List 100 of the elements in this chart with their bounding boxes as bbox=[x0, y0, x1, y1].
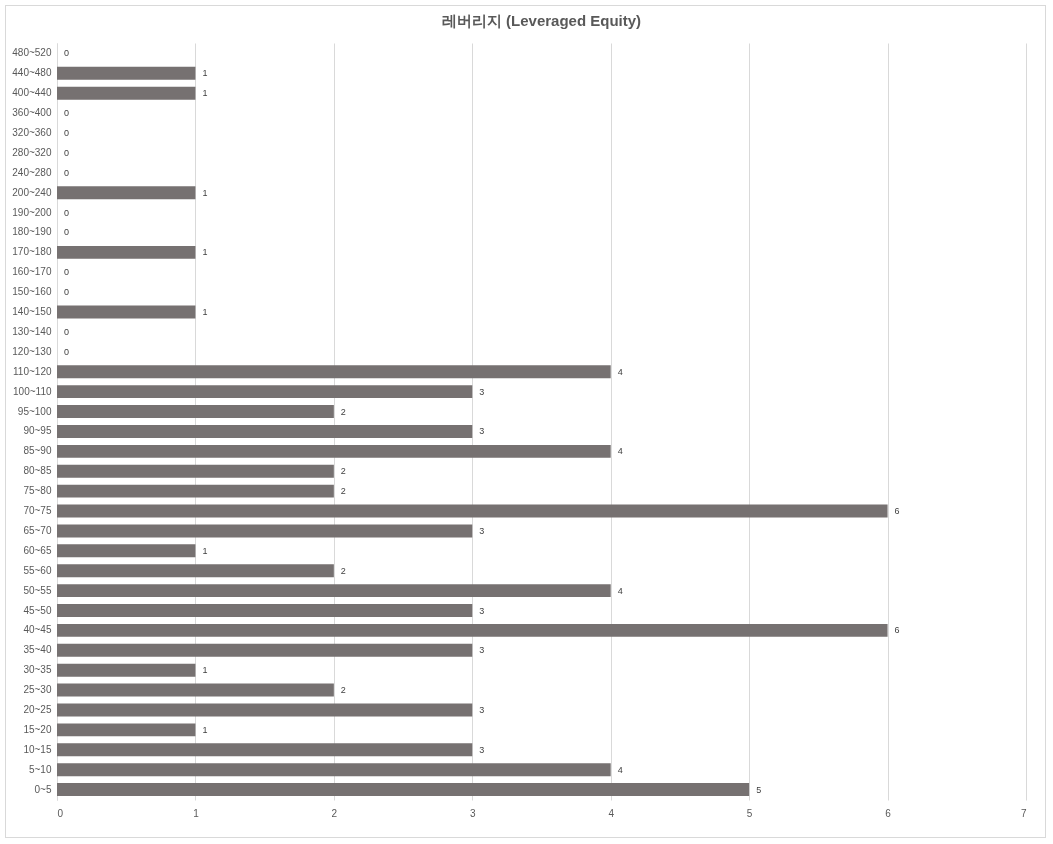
data-label: 6 bbox=[894, 506, 900, 517]
y-tick-label: 55~60 bbox=[23, 564, 52, 576]
x-tick-label: 6 bbox=[885, 807, 892, 819]
y-tick-label: 75~80 bbox=[23, 485, 52, 497]
data-label: 1 bbox=[202, 88, 208, 99]
data-label: 0 bbox=[64, 147, 70, 158]
bar bbox=[57, 524, 473, 538]
y-tick-label: 5~10 bbox=[28, 763, 52, 775]
x-tick-label: 1 bbox=[193, 807, 200, 819]
data-label: 2 bbox=[340, 406, 346, 417]
y-tick-label: 150~160 bbox=[12, 286, 52, 298]
bar bbox=[57, 584, 611, 598]
data-label: 3 bbox=[479, 605, 485, 616]
y-tick-label: 140~150 bbox=[12, 306, 52, 318]
y-tick-label: 320~360 bbox=[12, 127, 52, 139]
data-label: 0 bbox=[64, 48, 70, 59]
data-label: 0 bbox=[64, 167, 70, 178]
y-tick-label: 60~65 bbox=[23, 544, 52, 556]
data-label: 4 bbox=[617, 366, 623, 377]
y-tick-label: 110~120 bbox=[13, 365, 52, 377]
y-tick-label: 130~140 bbox=[12, 325, 52, 337]
y-tick-label: 20~25 bbox=[23, 703, 52, 715]
bar bbox=[57, 504, 888, 518]
y-tick-label: 50~55 bbox=[23, 584, 52, 596]
data-label: 3 bbox=[479, 386, 485, 397]
y-tick-label: 160~170 bbox=[12, 266, 52, 278]
data-label: 1 bbox=[202, 68, 208, 79]
y-tick-label: 25~30 bbox=[23, 684, 52, 696]
bar bbox=[57, 484, 334, 498]
y-tick-label: 400~440 bbox=[12, 87, 52, 99]
data-label: 3 bbox=[479, 704, 485, 715]
data-label: 0 bbox=[64, 326, 70, 337]
bar bbox=[57, 305, 196, 319]
bar bbox=[57, 723, 196, 737]
y-tick-label: 90~95 bbox=[23, 425, 52, 437]
bar bbox=[57, 464, 334, 478]
data-label: 2 bbox=[340, 466, 346, 477]
data-label: 2 bbox=[340, 486, 346, 497]
y-tick-label: 440~480 bbox=[12, 67, 52, 79]
y-tick-label: 240~280 bbox=[12, 166, 52, 178]
chart-title: 레버리지 (Leveraged Equity) bbox=[441, 12, 642, 29]
data-label: 0 bbox=[64, 207, 70, 218]
y-tick-label: 0~5 bbox=[34, 783, 52, 795]
x-tick-label: 4 bbox=[608, 807, 615, 819]
bar bbox=[57, 703, 473, 717]
bar bbox=[57, 763, 611, 777]
bar bbox=[57, 405, 334, 419]
data-label: 1 bbox=[202, 545, 208, 556]
data-label: 0 bbox=[64, 267, 70, 278]
y-tick-label: 35~40 bbox=[23, 644, 52, 656]
data-label: 0 bbox=[64, 287, 70, 298]
y-tick-label: 30~35 bbox=[23, 664, 52, 676]
y-tick-label: 280~320 bbox=[12, 146, 52, 158]
data-label: 0 bbox=[64, 346, 70, 357]
y-tick-label: 65~70 bbox=[23, 524, 52, 536]
data-label: 6 bbox=[894, 625, 900, 636]
bar bbox=[57, 385, 473, 399]
data-label: 4 bbox=[617, 764, 623, 775]
y-tick-label: 45~50 bbox=[23, 604, 52, 616]
data-label: 2 bbox=[340, 565, 346, 576]
y-tick-label: 70~75 bbox=[23, 505, 52, 517]
data-label: 1 bbox=[202, 307, 208, 318]
data-label: 1 bbox=[202, 724, 208, 735]
data-label: 3 bbox=[479, 744, 485, 755]
bar bbox=[57, 66, 196, 80]
y-tick-label: 190~200 bbox=[12, 206, 52, 218]
y-tick-label: 15~20 bbox=[23, 723, 52, 735]
bar bbox=[57, 444, 611, 458]
data-label: 4 bbox=[617, 446, 623, 457]
data-label: 1 bbox=[202, 187, 208, 198]
x-tick-label: 2 bbox=[331, 807, 338, 819]
y-tick-label: 10~15 bbox=[23, 743, 52, 755]
bar bbox=[57, 86, 196, 100]
y-tick-label: 95~100 bbox=[17, 405, 52, 417]
y-tick-label: 85~90 bbox=[23, 445, 52, 457]
bar bbox=[57, 564, 334, 578]
bar bbox=[57, 186, 196, 200]
data-label: 1 bbox=[202, 247, 208, 258]
bar bbox=[57, 643, 473, 657]
x-tick-label: 0 bbox=[57, 807, 64, 819]
data-label: 0 bbox=[64, 227, 70, 238]
y-tick-label: 360~400 bbox=[12, 107, 52, 119]
y-tick-label: 170~180 bbox=[12, 246, 52, 258]
y-tick-label: 40~45 bbox=[23, 624, 52, 636]
bar bbox=[57, 365, 611, 379]
bar bbox=[57, 245, 196, 259]
bar bbox=[57, 743, 473, 757]
bar bbox=[57, 683, 334, 697]
x-tick-label: 3 bbox=[470, 807, 476, 819]
data-label: 2 bbox=[340, 685, 346, 696]
x-tick-label: 5 bbox=[746, 807, 753, 819]
bar bbox=[57, 663, 196, 677]
data-label: 0 bbox=[64, 128, 70, 139]
data-label: 1 bbox=[202, 665, 208, 676]
x-tick-label: 7 bbox=[1020, 807, 1027, 819]
data-label: 4 bbox=[617, 585, 623, 596]
bar bbox=[57, 623, 888, 637]
data-label: 3 bbox=[479, 645, 485, 656]
y-tick-label: 80~85 bbox=[23, 465, 52, 477]
bar bbox=[57, 783, 750, 797]
